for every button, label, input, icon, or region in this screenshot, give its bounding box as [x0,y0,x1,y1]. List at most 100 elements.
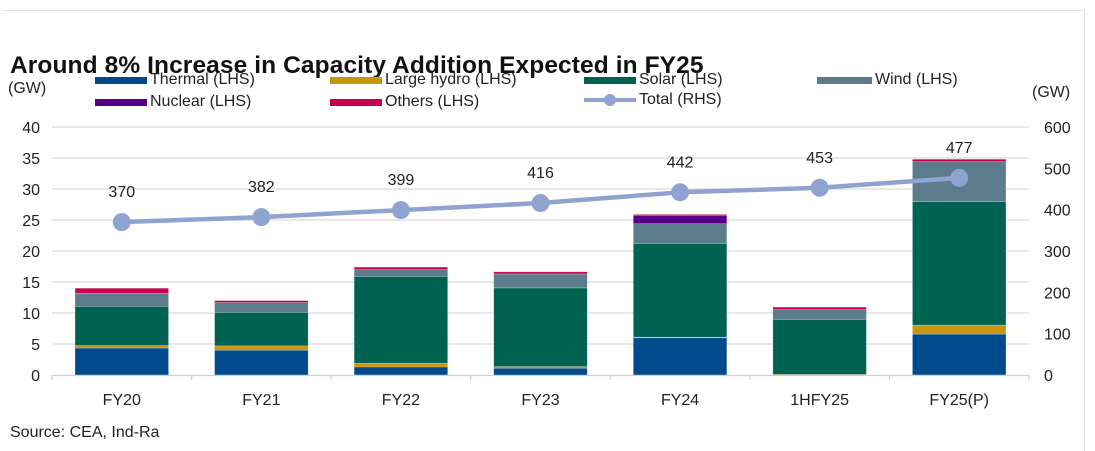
total-line-series [112,168,969,232]
legend-item-hydro: Large hydro (LHS) [330,71,517,89]
bar-segment-solar [912,201,1007,326]
chart-frame [3,10,1085,451]
bar-segment-others [214,300,309,303]
x-tick-label: FY25(P) [929,392,989,409]
source-note: Source: CEA, Ind-Ra [10,424,160,441]
legend-label-others: Others (LHS) [385,93,480,110]
right-tick-label: 400 [1044,203,1071,220]
legend-swatch-solar [584,76,636,84]
x-tick-label: FY21 [242,392,280,409]
bar-stack [214,300,309,376]
bar-segment-wind [772,309,867,320]
x-tick-label: FY23 [521,392,559,409]
bar-segment-solar [353,276,448,364]
bar-segment-large [353,362,448,368]
stacked-bars [74,158,1007,376]
total-marker [112,213,131,232]
legend-swatch-hydro [330,76,382,84]
right-tick-label: 100 [1044,327,1071,344]
total-marker [810,178,829,197]
legend-swatch-others [330,98,382,106]
total-marker [391,201,410,220]
total-marker [950,168,969,187]
bar-segment-thermal [74,347,169,376]
total-marker [671,183,690,202]
bar-segment-large [74,345,169,349]
bar-segment-solar [633,243,728,338]
right-tick-label: 500 [1044,161,1071,178]
bar-segment-solar [214,312,309,347]
legend-swatch-thermal [95,76,147,84]
bar-segment-large [214,345,309,351]
bar-stack [633,214,728,376]
right-tick-label: 200 [1044,285,1071,302]
left-tick-label: 20 [22,244,40,261]
bar-segment-wind [74,292,169,307]
left-axis-unit: (GW) [8,80,47,97]
legend-swatch-wind [817,76,872,84]
bar-segment-others [912,158,1007,163]
bar-segment-nuclear [633,215,728,225]
total-data-labels: 370 382 399 416 442 453 477 [108,140,972,201]
bar-segment-thermal [912,333,1007,376]
bar-stack [912,158,1007,376]
legend-label-solar: Solar (LHS) [639,71,723,88]
left-tick-label: 30 [22,182,40,199]
left-tick-label: 10 [22,306,40,323]
left-tick-label: 35 [22,151,40,168]
legend-label-thermal: Thermal (LHS) [150,71,255,88]
total-data-label: 477 [946,140,973,157]
bar-segment-others [493,271,588,275]
bar-segment-solar [772,319,867,375]
total-marker [252,208,271,227]
total-data-label: 453 [806,150,833,167]
left-tick-label: 5 [31,337,40,354]
legend-item-nuclear: Nuclear (LHS) [95,93,251,111]
legend-label-hydro: Large hydro (LHS) [385,71,517,88]
x-tick-label: FY20 [103,392,141,409]
left-tick-label: 40 [22,120,40,137]
bar-segment-others [74,287,169,294]
left-tick-label: 15 [22,275,40,292]
bar-segment-others [353,266,448,270]
total-data-label: 399 [388,172,415,189]
x-tick-label: FY22 [382,392,420,409]
right-tick-label: 300 [1044,244,1071,261]
bar-segment-wind [633,223,728,244]
bar-stack [353,266,448,376]
total-data-label: 416 [527,165,554,182]
x-tick-label: FY24 [661,392,699,409]
bar-stack [772,306,867,376]
legend-item-total: Total (RHS) [584,91,722,109]
bar-segment-wind [214,302,309,313]
right-axis-unit: (GW) [1032,84,1071,101]
chart-title: Around 8% Increase in Capacity Addition … [10,52,704,79]
legend-label-wind: Wind (LHS) [875,71,958,88]
total-marker [531,194,550,213]
total-data-label: 370 [108,184,135,201]
x-tick-label: 1HFY25 [790,392,849,409]
right-tick-label: 0 [1044,368,1053,385]
legend-item-others: Others (LHS) [330,93,479,111]
bar-stack [493,271,588,376]
bar-segment-thermal [214,349,309,376]
bar-segment-wind [353,269,448,277]
bar-segment-thermal [633,337,728,376]
total-data-label: 442 [667,154,694,171]
legend-label-nuclear: Nuclear (LHS) [150,93,252,110]
bar-segment-thermal [493,367,588,376]
legend-label-total: Total (RHS) [639,91,722,108]
bar-segment-others [633,214,728,216]
bar-segment-wind [493,273,588,289]
bar-segment-solar [74,306,169,346]
right-tick-label: 600 [1044,120,1071,137]
right-axis-ticks: 0 100 200 300 400 500 600 [1044,120,1071,385]
bar-segment-solar [493,287,588,367]
bar-stack [74,287,169,376]
bar-segment-large [912,324,1007,335]
legend-swatch-nuclear [95,98,147,106]
x-axis: FY20 FY21 FY22 FY23 FY24 1HFY25 FY25(P) [51,374,1030,409]
left-axis-ticks: 0 5 10 15 20 25 30 35 40 [22,120,40,385]
legend-item-thermal: Thermal (LHS) [95,71,255,89]
